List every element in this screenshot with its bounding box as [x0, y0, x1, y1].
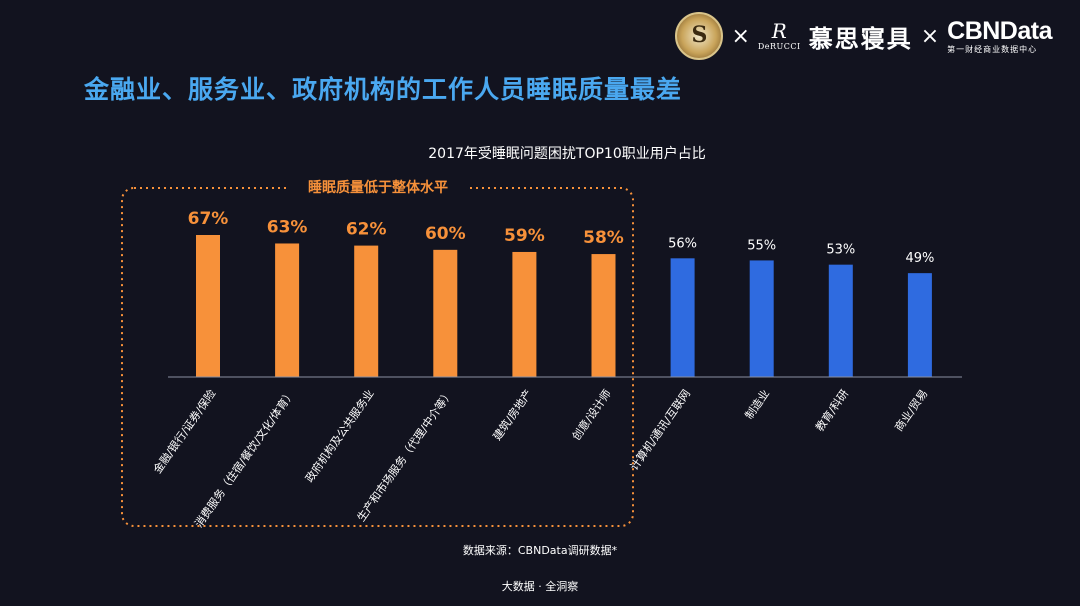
brand-seal-logo [675, 12, 724, 60]
cross-separator: × [731, 23, 750, 49]
value-label-8: 55% [747, 238, 776, 253]
derucci-text: DeRUCCI [757, 42, 801, 51]
cbndata-logo-text: CBNData [947, 16, 1052, 45]
bar-1 [196, 235, 220, 377]
value-label-10: 49% [905, 251, 934, 266]
value-label-6: 58% [583, 228, 624, 248]
category-label-9: 教育/科研 [812, 387, 851, 434]
logo-bar: × R DeRUCCI 慕思寝具 × CBNData 第一财经商业数据中心 [675, 10, 1052, 62]
category-label-5: 建筑/房地产 [490, 387, 535, 443]
bar-7 [670, 258, 695, 377]
highlight-label: 睡眠质量低于整体水平 [308, 179, 448, 196]
value-label-3: 62% [346, 220, 387, 240]
bar-4 [433, 249, 458, 377]
bar-3 [354, 245, 379, 377]
value-label-5: 59% [504, 226, 545, 246]
category-label-7: 计算机/通讯/互联网 [627, 387, 693, 473]
derucci-logo: R DeRUCCI [758, 21, 801, 51]
bar-2 [275, 243, 300, 377]
category-label-1: 金融/银行/证券/保险 [150, 387, 218, 476]
footer-slogan: 大数据 · 全洞察 [501, 580, 579, 593]
category-label-3: 政府机构及公共服务业 [302, 387, 377, 485]
cbndata-logo: CBNData 第一财经商业数据中心 [947, 16, 1052, 54]
value-label-9: 53% [826, 243, 855, 258]
category-label-10: 商业/贸易 [892, 387, 931, 434]
highlight-label-bg [288, 176, 468, 198]
cross-separator: × [920, 23, 940, 49]
derucci-mark: R [771, 19, 787, 43]
value-label-2: 63% [267, 217, 308, 237]
chart-title: 2017年受睡眠问题困扰TOP10职业用户占比 [428, 145, 705, 162]
page-title: 金融业、服务业、政府机构的工作人员睡眠质量最差 [84, 75, 683, 104]
bar-5 [512, 251, 537, 377]
category-label-6: 创意/设计师 [569, 387, 614, 443]
category-label-8: 制造业 [742, 387, 772, 422]
value-label-1: 67% [188, 209, 229, 229]
bar-6 [591, 254, 616, 377]
value-label-4: 60% [425, 224, 466, 244]
bar-9 [828, 264, 853, 377]
data-source: 数据来源：CBNData调研数据* [462, 544, 618, 557]
bar-10 [907, 273, 932, 377]
bar-8 [749, 260, 774, 377]
cbndata-subtitle: 第一财经商业数据中心 [947, 44, 1038, 54]
highlight-frame [121, 187, 634, 527]
musi-logo-text: 慕思寝具 [808, 23, 913, 53]
category-label-4: 生产和市场服务（代理/中介等） [354, 387, 456, 524]
value-label-7: 56% [668, 236, 697, 251]
